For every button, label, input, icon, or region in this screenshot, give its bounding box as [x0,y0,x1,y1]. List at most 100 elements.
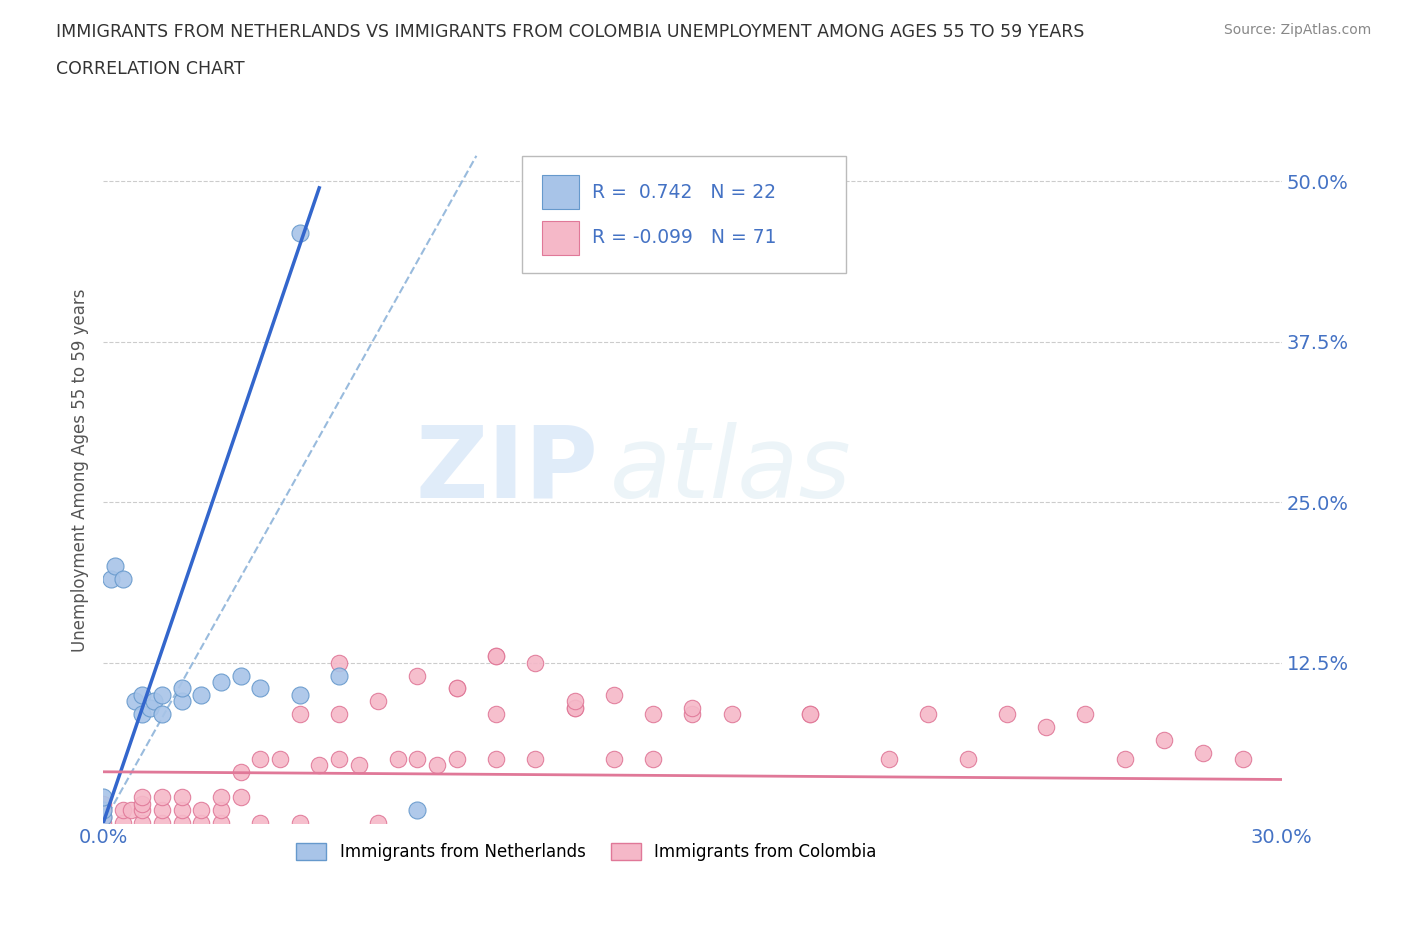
Point [190,803,212,817]
Point [308,758,330,773]
Point [91,809,114,824]
Point [485,649,508,664]
Point [446,681,468,696]
Point [799,707,821,722]
Point [328,656,350,671]
Point [288,707,311,722]
Point [1074,707,1097,722]
Point [564,700,586,715]
Point [209,674,232,689]
Point [406,668,429,683]
Point [249,816,271,830]
Point [209,790,232,804]
Point [995,707,1018,722]
Point [347,758,370,773]
Point [406,751,429,766]
Point [170,803,193,817]
Point [190,816,212,830]
Point [682,707,704,722]
Point [131,687,153,702]
Point [288,687,311,702]
Point [131,707,153,722]
Point [485,707,508,722]
Point [328,707,350,722]
Text: ZIP: ZIP [415,421,598,519]
Point [91,816,114,830]
Point [288,225,311,240]
Point [139,700,162,715]
Bar [541,221,579,255]
Point [269,751,291,766]
Point [446,751,468,766]
Point [229,764,252,779]
Point [1035,720,1057,735]
Point [150,816,173,830]
Point [603,751,626,766]
Bar [541,175,579,209]
Point [91,803,114,817]
Point [387,751,409,766]
Point [91,803,114,817]
Point [91,796,114,811]
Point [328,751,350,766]
Point [170,681,193,696]
Point [720,707,742,722]
Point [131,796,153,811]
Point [190,687,212,702]
Point [485,649,508,664]
Point [799,707,821,722]
Point [288,816,311,830]
Point [1192,745,1215,760]
Point [524,656,547,671]
FancyBboxPatch shape [522,156,846,272]
Point [877,751,900,766]
Text: R = -0.099   N = 71: R = -0.099 N = 71 [592,229,776,247]
Point [917,707,939,722]
Point [446,681,468,696]
Point [150,790,173,804]
Point [328,668,350,683]
Point [229,668,252,683]
Point [131,790,153,804]
Point [1153,732,1175,747]
Point [643,707,665,722]
Point [524,751,547,766]
Point [100,572,122,587]
Point [603,687,626,702]
Point [170,816,193,830]
Point [1232,751,1254,766]
Point [249,751,271,766]
Text: R =  0.742   N = 22: R = 0.742 N = 22 [592,182,776,202]
Point [150,803,173,817]
Point [956,751,979,766]
Point [209,816,232,830]
Point [485,751,508,766]
Point [406,803,429,817]
Point [124,694,146,709]
Point [91,809,114,824]
Point [643,751,665,766]
Point [131,803,153,817]
Point [564,694,586,709]
Point [367,816,389,830]
Point [170,790,193,804]
Point [111,816,134,830]
Text: atlas: atlas [610,421,852,519]
Point [104,559,127,574]
Point [91,790,114,804]
Point [209,803,232,817]
Point [120,803,142,817]
Point [426,758,449,773]
Point [682,700,704,715]
Point [1114,751,1136,766]
Point [111,572,134,587]
Point [131,816,153,830]
Point [111,803,134,817]
Point [143,694,166,709]
Text: CORRELATION CHART: CORRELATION CHART [56,60,245,78]
Point [229,790,252,804]
Text: IMMIGRANTS FROM NETHERLANDS VS IMMIGRANTS FROM COLOMBIA UNEMPLOYMENT AMONG AGES : IMMIGRANTS FROM NETHERLANDS VS IMMIGRANT… [56,23,1084,41]
Point [249,681,271,696]
Text: Source: ZipAtlas.com: Source: ZipAtlas.com [1223,23,1371,37]
Legend: Immigrants from Netherlands, Immigrants from Colombia: Immigrants from Netherlands, Immigrants … [290,836,883,868]
